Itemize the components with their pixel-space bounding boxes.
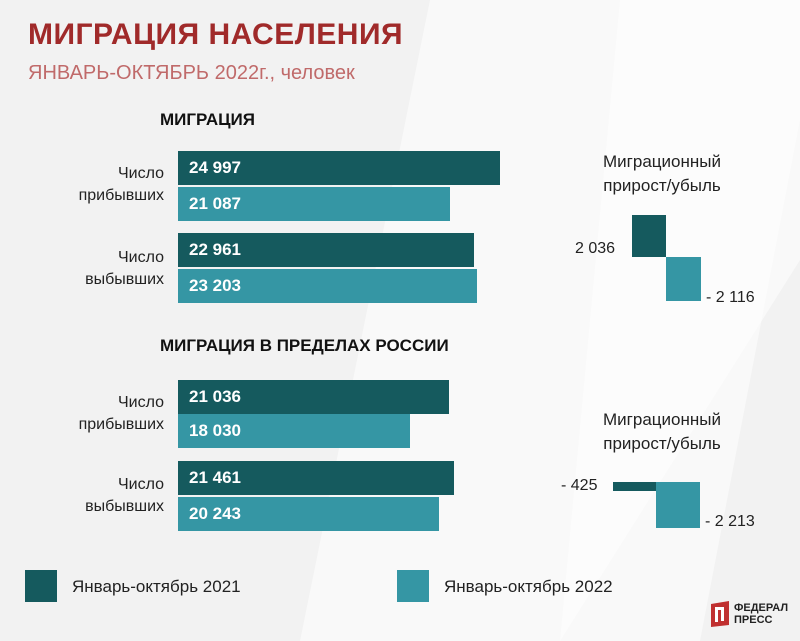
growth-value-2022-russia: - 2 213 — [705, 513, 755, 530]
bar-value-label: 23 203 — [189, 276, 241, 295]
fedpress-logo-icon — [711, 601, 729, 627]
growth-box-2021-russia — [613, 482, 656, 491]
bar-arrivals-2021: 24 997 — [178, 151, 500, 185]
page-title: МИГРАЦИЯ НАСЕЛЕНИЯ — [28, 18, 404, 51]
bar-value-label: 18 030 — [189, 421, 241, 440]
growth-box-2021 — [632, 215, 666, 257]
bar-value-label: 21 461 — [189, 468, 241, 487]
growth-value-2021: 2 036 — [575, 240, 616, 257]
growth-value-2021-russia: - 425 — [561, 477, 598, 494]
bar-departures-2022-russia: 20 243 — [178, 497, 439, 531]
legend-swatch-2022 — [397, 570, 429, 602]
bar-value-label: 21 087 — [189, 194, 241, 213]
bar-value-label: 22 961 — [189, 240, 241, 259]
bar-departures-2021: 22 961 — [178, 233, 474, 267]
growth-value-2022: - 2 116 — [706, 289, 755, 306]
bar-arrivals-2022-russia: 18 030 — [178, 414, 410, 448]
growth-box-2022 — [666, 257, 701, 301]
legend-label-2022: Январь-октябрь 2022 — [444, 577, 613, 596]
growth-title-2: Миграционный прирост/убыль — [603, 410, 721, 453]
bar-arrivals-2021-russia: 21 036 — [178, 380, 449, 414]
growth-title-1: Миграционный прирост/убыль — [603, 152, 721, 195]
legend-swatch-2021 — [25, 570, 57, 602]
bar-value-label: 24 997 — [189, 158, 241, 177]
page-subtitle: ЯНВАРЬ-ОКТЯБРЬ 2022г., человек — [28, 62, 355, 84]
bar-departures-2022: 23 203 — [178, 269, 477, 303]
bar-arrivals-2022: 21 087 — [178, 187, 450, 221]
row-label-arrivals-2: Число прибывших — [78, 394, 164, 433]
fedpress-logo-text: ФЕДЕРАЛ ПРЕСС — [734, 602, 789, 626]
row-label-departures-1: Число выбывших — [85, 249, 164, 288]
bar-value-label: 21 036 — [189, 387, 241, 406]
bar-value-label: 20 243 — [189, 504, 241, 523]
growth-box-2022-russia — [656, 482, 700, 528]
section-title-migration: МИГРАЦИЯ — [160, 110, 255, 129]
bar-departures-2021-russia: 21 461 — [178, 461, 454, 495]
section-title-migration-russia: МИГРАЦИЯ В ПРЕДЕЛАХ РОССИИ — [160, 336, 449, 355]
row-label-departures-2: Число выбывших — [85, 476, 164, 515]
row-label-arrivals-1: Число прибывших — [78, 165, 164, 204]
legend-label-2021: Январь-октябрь 2021 — [72, 577, 241, 596]
